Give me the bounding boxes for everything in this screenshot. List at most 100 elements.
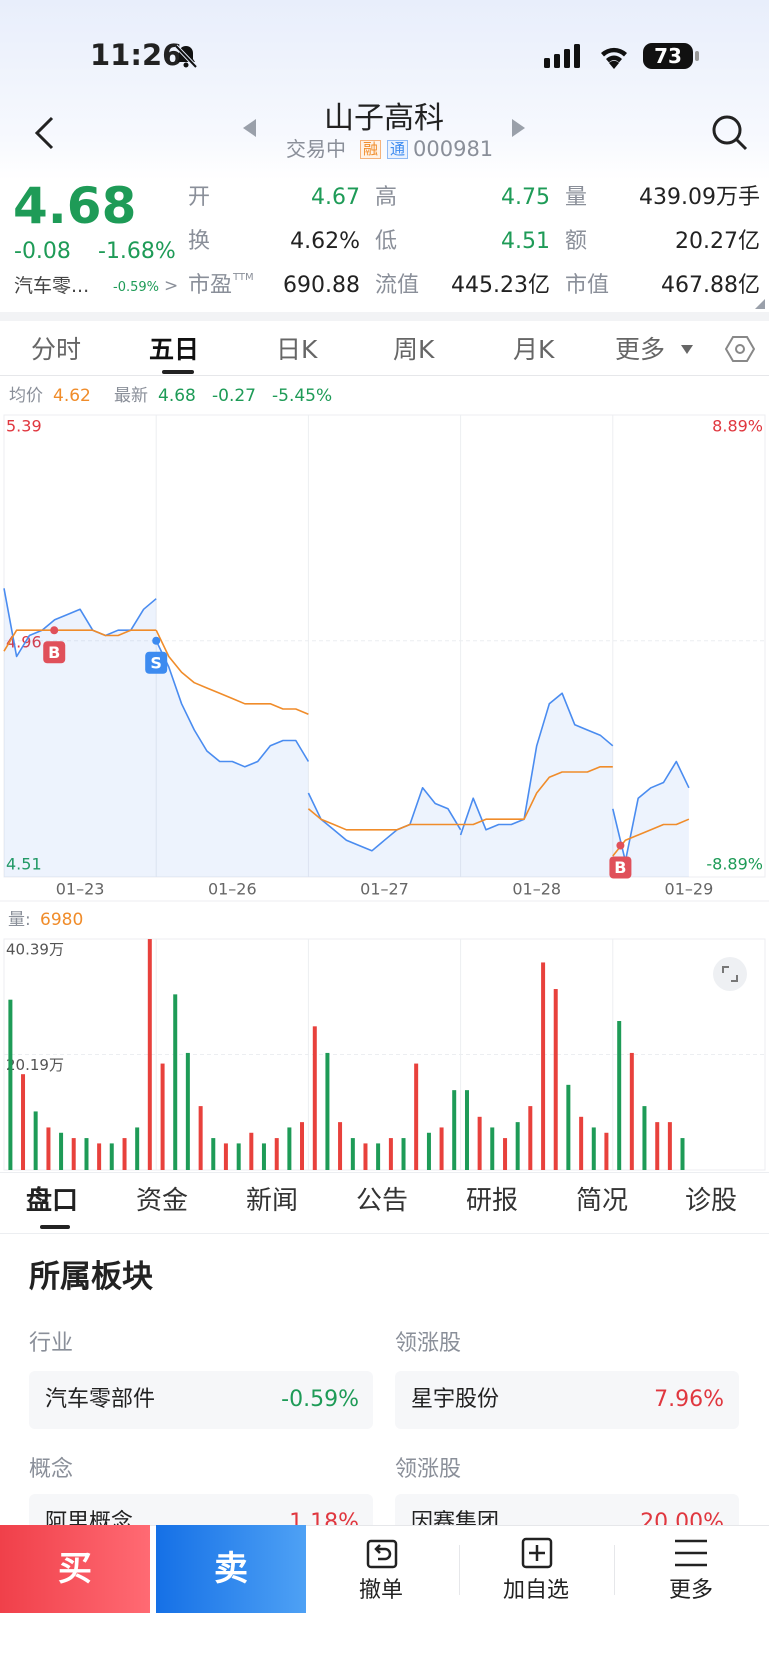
volume-bar bbox=[452, 1090, 457, 1170]
wifi-icon bbox=[601, 47, 627, 69]
volume-bar bbox=[528, 1106, 533, 1170]
stock-code: 000981 bbox=[413, 137, 494, 161]
search-button[interactable] bbox=[711, 114, 749, 152]
battery-level: 73 bbox=[654, 44, 682, 68]
detail-tab[interactable]: 资金 bbox=[136, 1186, 189, 1216]
action-divider bbox=[459, 1545, 460, 1595]
row-label: 行业 bbox=[29, 1331, 74, 1356]
y2-tick-label: -8.89% bbox=[706, 855, 763, 874]
margin-badge: 融 bbox=[360, 140, 382, 159]
signal-icon bbox=[544, 44, 580, 68]
leader-name: 星宇股份 bbox=[411, 1387, 500, 1412]
volume-bar bbox=[135, 1127, 140, 1170]
volume-bar bbox=[21, 1074, 26, 1170]
stat-value: 4.62% bbox=[290, 229, 360, 254]
leader-change: 7.96% bbox=[654, 1387, 724, 1412]
volume-bar bbox=[553, 989, 558, 1170]
row-label: 概念 bbox=[29, 1457, 74, 1482]
trade-point bbox=[152, 636, 161, 645]
more-caret bbox=[681, 345, 693, 354]
trade-point bbox=[616, 841, 625, 850]
action-divider bbox=[614, 1545, 615, 1595]
detail-tab[interactable]: 研报 bbox=[466, 1186, 519, 1216]
detail-tab-underline bbox=[40, 1225, 70, 1229]
prev-stock[interactable] bbox=[243, 119, 257, 137]
sector-card[interactable] bbox=[395, 1371, 739, 1429]
volume-bar bbox=[591, 1127, 596, 1170]
action-label[interactable]: 撤单 bbox=[359, 1578, 404, 1603]
volume-expand-button[interactable] bbox=[713, 957, 747, 991]
sector-arrow: > bbox=[164, 276, 179, 296]
volume-bar bbox=[198, 1106, 203, 1170]
volume-bar bbox=[147, 939, 152, 1170]
sell-button[interactable] bbox=[156, 1525, 306, 1613]
volume-bar bbox=[515, 1122, 520, 1170]
sector-card[interactable] bbox=[29, 1371, 373, 1429]
active-tab-underline bbox=[162, 370, 194, 374]
detail-tab-active[interactable]: 盘口 bbox=[26, 1186, 79, 1216]
volume-bar bbox=[300, 1122, 305, 1170]
volume-bar bbox=[122, 1138, 127, 1170]
legend-last-label: 最新 bbox=[114, 386, 148, 406]
chart-tab[interactable]: 日K bbox=[276, 335, 318, 364]
detail-tab[interactable]: 诊股 bbox=[685, 1186, 738, 1216]
stat-label: 开 bbox=[188, 185, 211, 210]
buy-label: 买 bbox=[58, 1549, 92, 1589]
connect-badge: 通 bbox=[387, 140, 409, 159]
price-area bbox=[4, 588, 689, 877]
battery bbox=[643, 43, 693, 69]
tab-divider bbox=[0, 375, 769, 376]
more-icon bbox=[675, 1539, 707, 1567]
price-change: -0.08 bbox=[14, 239, 71, 264]
action-label[interactable]: 加自选 bbox=[503, 1578, 570, 1603]
detail-tab[interactable]: 新闻 bbox=[246, 1186, 299, 1216]
stat-value: 439.09万手 bbox=[639, 185, 760, 210]
volume-bar bbox=[401, 1138, 406, 1170]
detail-tab-bg bbox=[0, 1172, 769, 1235]
price-change-pct: -1.68% bbox=[98, 239, 176, 264]
action-label[interactable]: 更多 bbox=[669, 1578, 714, 1603]
stat-value: 690.88 bbox=[283, 273, 360, 298]
volume-bar bbox=[223, 1143, 228, 1170]
volume-bar bbox=[617, 1021, 622, 1170]
volume-bar bbox=[325, 1052, 330, 1170]
chart-settings[interactable] bbox=[725, 335, 755, 363]
chart-tab-active[interactable]: 五日 bbox=[149, 335, 200, 364]
stat-label: 量 bbox=[565, 185, 588, 210]
legend-last-change-pct: -5.45% bbox=[272, 386, 333, 406]
expand-corner[interactable] bbox=[755, 299, 765, 309]
volume-bar bbox=[211, 1138, 216, 1170]
chart-tab[interactable]: 更多 bbox=[615, 335, 666, 364]
legend-last-change: -0.27 bbox=[212, 386, 256, 406]
sector-change: -0.59% bbox=[281, 1387, 359, 1412]
stat-value: 467.88亿 bbox=[661, 273, 760, 298]
charts: 5.394.964.518.89%-8.89%01–23 01–26 01–27 01… bbox=[0, 414, 769, 1171]
chart-tab[interactable]: 周K bbox=[393, 335, 435, 364]
sector-name[interactable]: 汽车零... bbox=[14, 275, 90, 297]
volume-bar bbox=[84, 1138, 89, 1170]
chart-tab[interactable]: 分时 bbox=[31, 335, 82, 364]
volume-bar bbox=[46, 1127, 51, 1170]
volume-bar bbox=[160, 1063, 165, 1170]
volume-bar bbox=[236, 1143, 241, 1170]
x-tick-label: 01–29 bbox=[665, 880, 714, 899]
last-price: 4.68 bbox=[13, 177, 137, 235]
buy-button[interactable] bbox=[0, 1525, 150, 1613]
chart-tab[interactable]: 月K bbox=[513, 335, 555, 364]
next-stock[interactable] bbox=[511, 119, 525, 137]
volume-bar bbox=[350, 1138, 355, 1170]
volume-bar bbox=[71, 1138, 76, 1170]
stat-label: 高 bbox=[375, 185, 398, 210]
volume-bar bbox=[388, 1138, 393, 1170]
volume-bar bbox=[312, 1026, 317, 1170]
volume-bar bbox=[8, 999, 13, 1170]
detail-tab[interactable]: 公告 bbox=[356, 1186, 409, 1216]
stat-value: 4.75 bbox=[501, 185, 550, 210]
volume-bar bbox=[274, 1138, 279, 1170]
detail-tab[interactable]: 简况 bbox=[576, 1186, 629, 1216]
stat-label: 流值 bbox=[375, 273, 420, 298]
back-button[interactable] bbox=[32, 115, 58, 151]
trade-point bbox=[50, 626, 59, 635]
volume-bar bbox=[376, 1143, 381, 1170]
